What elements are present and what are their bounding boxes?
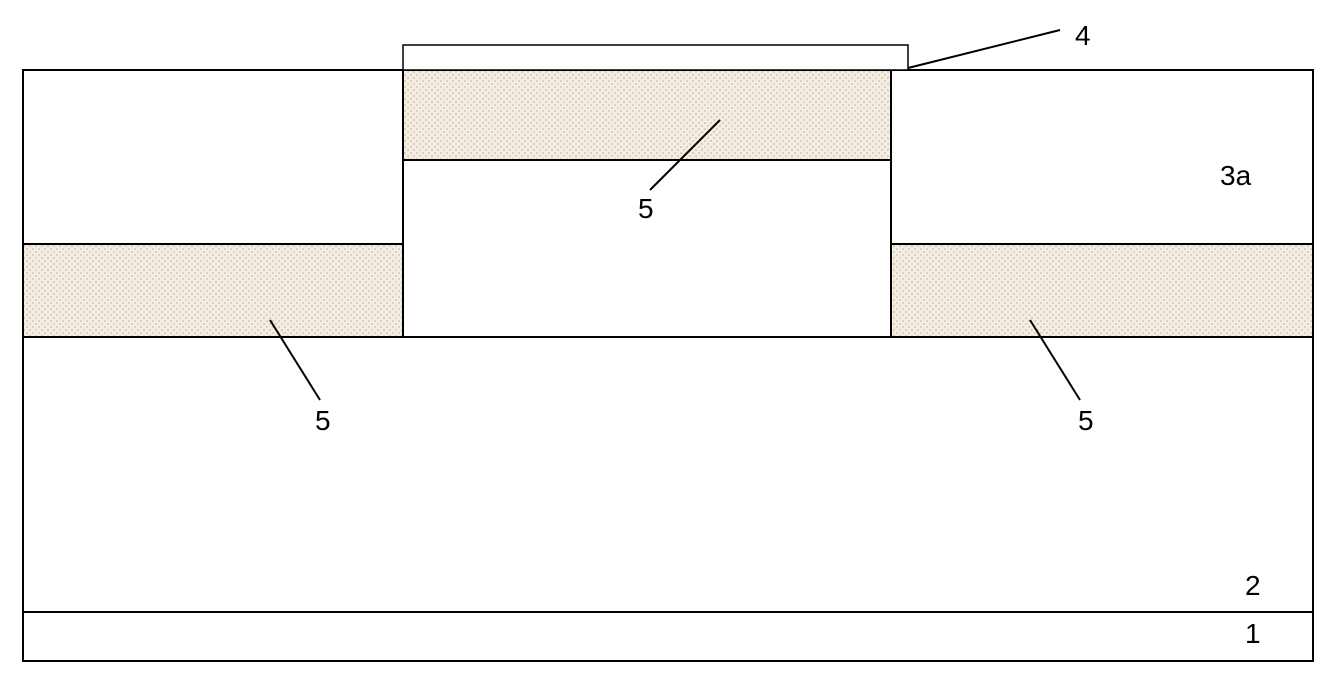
layer-4 — [403, 45, 908, 70]
leader-line-4 — [908, 30, 1060, 68]
label-5-left: 5 — [315, 405, 331, 437]
label-4: 4 — [1075, 20, 1091, 52]
layer-3a-right — [891, 70, 1313, 244]
label-5-right: 5 — [1078, 405, 1094, 437]
label-5-center: 5 — [638, 193, 654, 225]
label-3a: 3a — [1220, 160, 1251, 192]
dotted-region-left — [23, 244, 403, 337]
layer-1 — [23, 612, 1313, 661]
diagram-container: 1 2 3a 4 5 5 5 — [20, 20, 1331, 664]
layer-3a-left — [23, 70, 403, 244]
raised-block-lower — [403, 160, 891, 337]
cross-section-svg — [20, 20, 1331, 664]
label-2: 2 — [1245, 570, 1261, 602]
dotted-region-center — [403, 70, 891, 160]
dotted-region-right — [891, 244, 1313, 337]
label-1: 1 — [1245, 618, 1261, 650]
layer-2 — [23, 337, 1313, 612]
